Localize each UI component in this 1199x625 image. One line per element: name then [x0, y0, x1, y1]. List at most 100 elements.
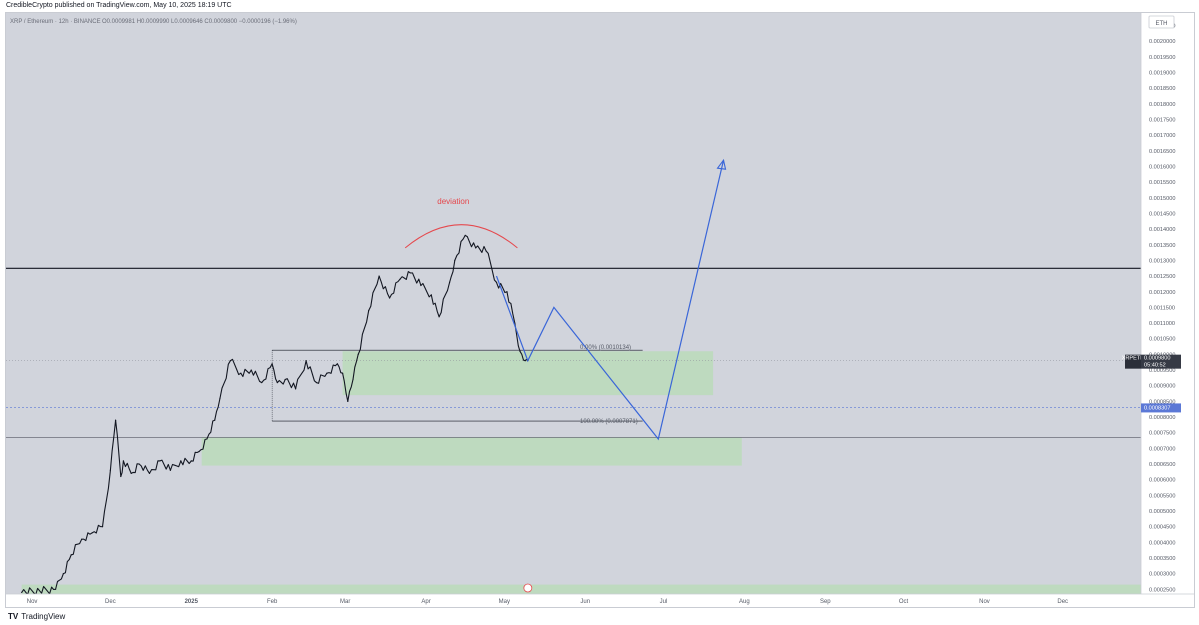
x-tick-label: Nov	[979, 599, 990, 605]
price-point	[519, 350, 521, 352]
y-tick-label: 0.0003500	[1149, 556, 1175, 562]
price-point	[122, 460, 125, 462]
y-tick-label: 0.0007000	[1149, 446, 1175, 452]
y-tick-label: 0.0019000	[1149, 71, 1175, 77]
y-tick-label: 0.0004000	[1149, 540, 1175, 546]
x-tick-label: Oct	[899, 599, 909, 605]
y-tick-label: 0.0015000	[1149, 196, 1175, 202]
footer: TV TradingView	[0, 608, 1199, 625]
price-point	[159, 460, 161, 462]
x-tick-label: Feb	[267, 599, 278, 605]
price-point	[240, 372, 242, 374]
price-point	[198, 450, 200, 453]
x-tick-label: Dec	[105, 599, 116, 605]
demand-zone-2	[201, 437, 742, 466]
chart-frame[interactable]: deviation 0.00% (0.0010134) 100.00% (0.000…	[5, 12, 1195, 608]
currency-badge[interactable]: ETH	[1148, 15, 1175, 29]
y-tick-label: 0.0010500	[1149, 337, 1175, 343]
y-tick-label: 0.0020000	[1149, 39, 1175, 45]
y-tick-label: 0.0008000	[1149, 415, 1175, 421]
y-tick-label: 0.0012500	[1149, 274, 1175, 280]
price-point	[148, 472, 151, 475]
price-point	[120, 475, 122, 478]
currency-badge-label: ETH	[1156, 21, 1168, 27]
price-point	[180, 460, 182, 462]
price-point	[485, 250, 487, 252]
price-point	[357, 353, 359, 355]
price-point	[271, 363, 273, 365]
x-tick-label: Aug	[739, 599, 750, 605]
demand-zone-3	[21, 584, 1142, 594]
price-point	[276, 381, 278, 384]
y-tick-label: 0.0011500	[1149, 305, 1175, 311]
projection-arrowhead	[716, 158, 727, 170]
price-point	[214, 419, 216, 421]
x-tick-label: Mar	[340, 599, 350, 605]
symbol-tag	[1125, 354, 1141, 369]
y-tick-label: 0.0013500	[1149, 243, 1175, 249]
price-axis[interactable]	[1141, 13, 1194, 607]
price-point	[454, 259, 456, 262]
tradingview-logo-icon: TV	[8, 612, 19, 621]
deviation-arc[interactable]	[404, 224, 518, 249]
price-point	[114, 419, 117, 421]
price-point	[341, 372, 344, 374]
price-point	[91, 532, 93, 534]
price-point	[464, 234, 466, 236]
y-tick-label: 0.0002500	[1149, 587, 1175, 593]
bar-countdown: 05:40:52	[1144, 363, 1166, 369]
price-point	[229, 360, 231, 362]
legend-symbol: XRP / Ethereum · 12h · BINANCE	[10, 19, 101, 25]
y-tick-label: 0.0018500	[1149, 86, 1175, 92]
y-tick-label: 0.0014500	[1149, 211, 1175, 217]
y-tick-label: 0.0019500	[1149, 55, 1175, 61]
price-series-line[interactable]	[21, 234, 529, 596]
price-point	[169, 469, 171, 471]
event-marker-icon[interactable]	[523, 583, 533, 593]
y-tick-label: 0.0007500	[1149, 431, 1175, 437]
y-tick-label: 0.0008500	[1149, 399, 1175, 405]
price-point	[326, 372, 328, 374]
y-tick-label: 0.0009500	[1149, 368, 1175, 374]
y-tick-label: 0.0006500	[1149, 462, 1175, 468]
price-point	[21, 591, 23, 594]
x-tick-label: May	[499, 599, 510, 605]
price-point	[101, 526, 104, 528]
symbol-tag-label: XRPETH	[1122, 356, 1145, 362]
y-tick-label: 0.0013000	[1149, 258, 1175, 264]
price-point	[284, 378, 286, 381]
price-point	[81, 538, 83, 540]
fib-100-label: 100.00% (0.0007871)	[580, 419, 638, 425]
y-tick-label: 0.0016500	[1149, 149, 1175, 155]
price-point	[109, 469, 111, 471]
price-point	[54, 588, 57, 590]
price-point	[430, 294, 432, 296]
price-point	[388, 297, 391, 299]
price-point	[378, 275, 380, 277]
y-tick-label: 0.0017000	[1149, 133, 1175, 139]
price-point	[438, 316, 440, 318]
time-axis[interactable]	[6, 594, 1194, 607]
publish-header: CredibleCrypto published on TradingView.…	[6, 2, 232, 9]
y-tick-label: 0.0015500	[1149, 180, 1175, 186]
plot-background	[6, 13, 1141, 594]
x-tick-label: 2025	[185, 599, 199, 605]
price-point	[399, 278, 401, 280]
price-point	[315, 381, 318, 384]
y-tick-label: 0.0014000	[1149, 227, 1175, 233]
price-point	[305, 360, 307, 362]
x-tick-label: Apr	[421, 599, 430, 605]
last-price-value: 0.0009800	[1144, 356, 1170, 362]
chart[interactable]: deviation 0.00% (0.0010134) 100.00% (0.000…	[6, 13, 1194, 607]
crosshair-price-tag	[1141, 403, 1181, 413]
brand-name: TradingView	[21, 612, 66, 621]
price-point	[524, 360, 526, 362]
deviation-label: deviation	[437, 197, 469, 206]
price-point	[420, 284, 422, 287]
crosshair-price-value: 0.0008307	[1144, 405, 1170, 411]
y-tick-label: 0.0012000	[1149, 290, 1175, 296]
price-point	[448, 281, 451, 283]
projection-path[interactable]	[495, 160, 725, 441]
price-point	[352, 378, 354, 381]
price-point	[130, 472, 132, 475]
